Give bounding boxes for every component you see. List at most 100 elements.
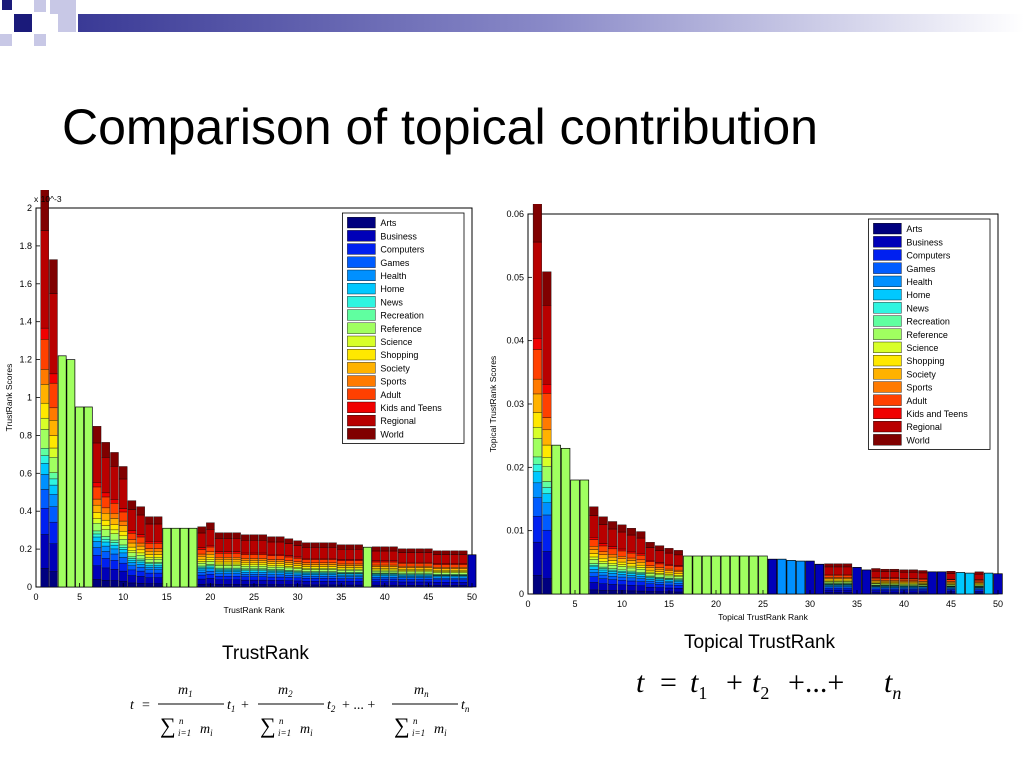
bar-segment-business (49, 543, 58, 572)
bar-segment-adult (890, 578, 900, 581)
bar-segment-society (145, 551, 154, 555)
bar-segment-computers (824, 587, 834, 591)
bar-segment-sports (398, 565, 407, 568)
bar-segment-adult (302, 559, 311, 563)
bar-segment-reference (284, 567, 294, 571)
x-tick-label: 40 (899, 599, 909, 609)
bar-segment-home (319, 573, 328, 575)
bar-segment-world (974, 571, 984, 575)
bar-segment-home (337, 573, 346, 576)
bar-segment-reference (608, 565, 618, 569)
bar-segment-arts (824, 592, 834, 595)
bar-segment-science (310, 568, 320, 570)
bar-segment-sports (241, 558, 250, 561)
bar-segment-kids-and-teens (598, 543, 608, 547)
bar-segment-sports (424, 565, 433, 568)
bar-segment-kids-and-teens (40, 327, 49, 340)
legend-swatch-regional (347, 414, 376, 427)
bar-segment-shopping (626, 563, 636, 567)
bar-segment-computers (101, 558, 110, 569)
bar-segment-computers (843, 587, 853, 591)
formula-term: t (636, 666, 645, 699)
bar-segment-kids-and-teens (626, 550, 636, 554)
bar-segment-society (598, 554, 608, 559)
bar-segment-business (871, 590, 881, 593)
bar-segment-computers (310, 578, 320, 582)
bar-segment-sports (459, 567, 468, 569)
bar-segment-reference (302, 569, 311, 572)
bar-segment-news (626, 572, 636, 574)
bar-segment-adult (40, 339, 49, 370)
bar-segment-society (101, 513, 110, 521)
bar-segment-kids-and-teens (258, 552, 267, 555)
bar-segment-regional (110, 466, 119, 500)
bar-segment-arts (101, 580, 110, 588)
bar-segment-home (965, 572, 975, 595)
bar-segment-home (626, 573, 636, 576)
bar-segment-sports (354, 563, 363, 566)
bar-segment-adult (136, 536, 145, 544)
bar-segment-society (345, 565, 355, 568)
x-tick-label: 35 (336, 592, 346, 602)
bar-segment-shopping (153, 554, 163, 558)
bar-segment-computers (241, 576, 250, 581)
bar-segment-kids-and-teens (655, 562, 665, 565)
bar-segment-kids-and-teens (119, 508, 128, 513)
bar-segment-news (145, 563, 154, 566)
bar-segment-shopping (380, 568, 389, 571)
bar-segment-business (617, 584, 627, 591)
y-tick-label: 1 (27, 393, 32, 403)
bar-segment-society (389, 566, 398, 569)
bar-segment-home (206, 566, 215, 569)
bar-segment-adult (101, 496, 110, 509)
bar-segment-games (598, 574, 608, 579)
bar-segment-recreation (119, 544, 128, 548)
bar-segment-arts (880, 592, 890, 595)
bar-segment-adult (450, 564, 459, 568)
formula-term: i=1 (178, 728, 191, 738)
bar-segment-reference (267, 566, 276, 570)
bar-segment-regional (664, 552, 674, 565)
bar-segment-home (598, 569, 608, 573)
bar-segment-games (664, 582, 674, 586)
bar-segment-regional (337, 549, 346, 560)
bar-segment-reference (92, 523, 102, 532)
bar-segment-games (223, 573, 233, 577)
bar-segment-world (101, 442, 110, 458)
bar-segment-world (946, 570, 956, 574)
bar-segment-shopping (206, 557, 215, 560)
bar-segment-recreation (127, 556, 137, 559)
bar-segment-computers (389, 578, 398, 582)
bar-segment-business (814, 563, 825, 595)
bar-segment-reference (636, 569, 646, 573)
bar-segment-home (214, 569, 224, 572)
bar-segment-recreation (145, 562, 154, 564)
bar-segment-arts (450, 585, 459, 588)
bar-segment-recreation (40, 447, 49, 456)
bar-segment-shopping (302, 566, 311, 569)
bar-segment-arts (636, 590, 646, 595)
bar-segment-health (532, 482, 542, 498)
bar-segment-adult (284, 556, 294, 561)
bar-segment-games (319, 575, 328, 579)
bar-segment-business (354, 581, 363, 586)
bar-segment-regional (432, 554, 442, 564)
x-tick-label: 30 (293, 592, 303, 602)
bar-segment-health (310, 574, 320, 577)
bar-segment-computers (918, 589, 928, 592)
bar-segment-computers (380, 578, 389, 582)
bar-segment-business (927, 571, 937, 595)
bar-segment-world (664, 548, 674, 554)
bar-segment-business (153, 577, 163, 584)
bar-segment-regional (589, 515, 599, 538)
bar-segment-shopping (598, 558, 608, 562)
bar-segment-science (293, 567, 302, 569)
bar-segment-computers (424, 579, 433, 583)
bar-segment-kids-and-teens (589, 537, 599, 540)
bar-segment-science (119, 535, 128, 540)
bar-segment-world (119, 466, 128, 480)
bar-segment-home (49, 484, 58, 495)
x-axis-label: Topical TrustRank Rank (718, 612, 809, 622)
bar-segment-adult (673, 566, 683, 571)
bar-segment-home (92, 536, 102, 542)
